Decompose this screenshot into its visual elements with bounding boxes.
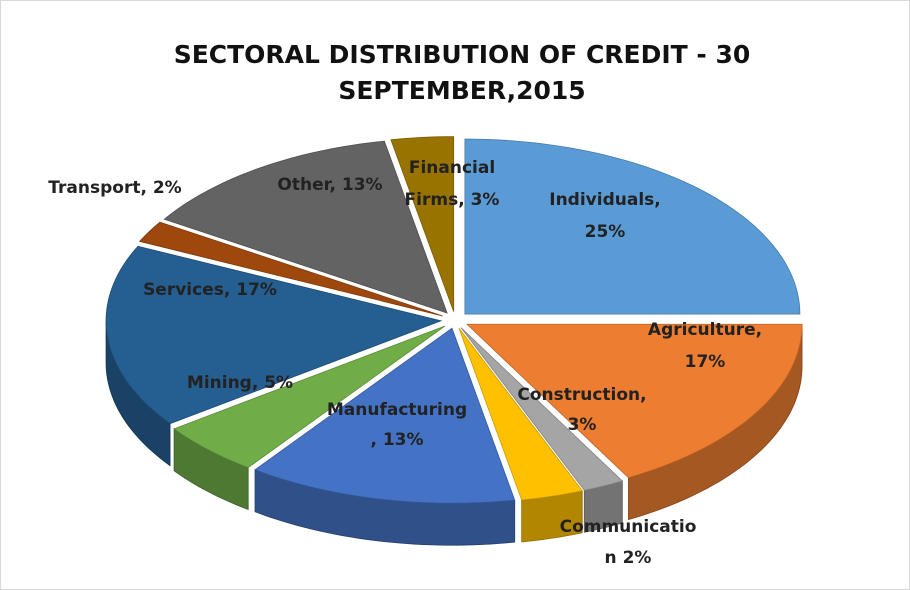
slice (466, 323, 803, 479)
slice (390, 136, 455, 312)
data-label: , 13% (370, 430, 423, 450)
slice (460, 327, 624, 491)
data-label: Services, 17% (143, 280, 277, 300)
data-label: Mining, 5% (187, 373, 293, 393)
slice (254, 327, 516, 504)
slice (163, 140, 448, 314)
chart-title: SECTORAL DISTRIBUTION OF CREDIT - 30 (174, 40, 751, 69)
data-label: Manufacturing (327, 400, 467, 420)
data-label: Transport, 2% (48, 178, 181, 198)
pie-sides (105, 320, 803, 546)
data-label: Construction, (517, 385, 646, 405)
data-label: Agriculture, (648, 320, 762, 340)
data-label: Individuals, (549, 190, 660, 210)
data-label: n 2% (605, 548, 652, 568)
slice (173, 325, 446, 468)
slice (464, 138, 801, 315)
data-label: Other, 13% (277, 175, 382, 195)
data-label: Communicatio (560, 517, 697, 537)
data-label: 25% (585, 222, 626, 242)
slice (105, 245, 443, 425)
data-label: 3% (568, 415, 597, 435)
pie-labels: Individuals, 25% Agriculture, 17% Communicat… (48, 158, 762, 568)
slice (138, 221, 443, 317)
pie-tops (105, 136, 803, 504)
data-label: Financial (409, 158, 495, 178)
chart-title: SEPTEMBER,2015 (338, 76, 585, 105)
slice (458, 327, 583, 501)
data-label: Firms, 3% (405, 190, 500, 210)
data-label: 17% (685, 352, 726, 372)
